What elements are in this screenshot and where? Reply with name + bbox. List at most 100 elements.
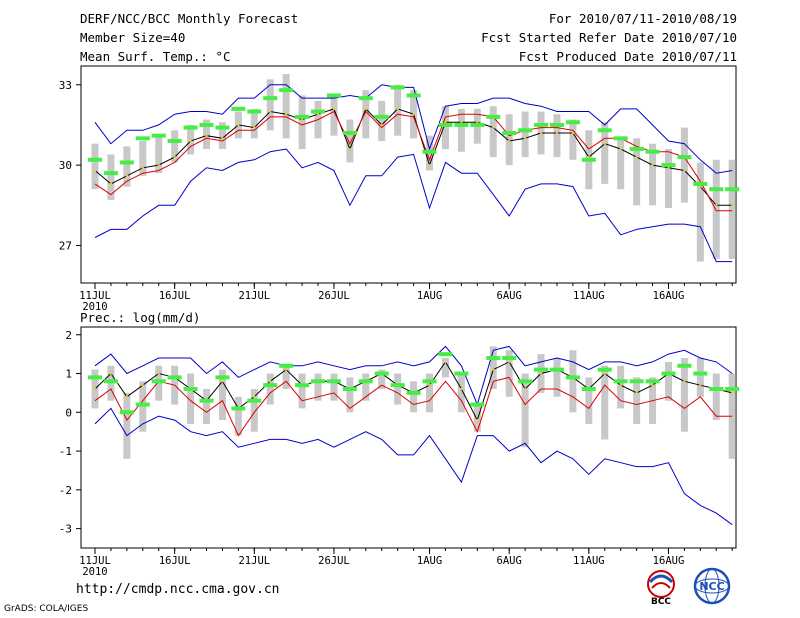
precip-marker [119,410,134,415]
precip-mean-point [109,372,112,375]
temp-mean-point [508,140,511,143]
precip-marker [549,367,564,372]
precip-marker [438,352,453,357]
precip-mean-point [285,368,288,371]
precip-range-box [123,392,131,459]
precip-marker [470,402,485,407]
temp-marker [597,128,612,133]
temp-marker [167,139,182,144]
temp-marker [677,155,692,160]
grads-credit: GrADS: COLA/IGES [4,604,89,614]
precip-marker [183,387,198,392]
precip-marker [199,398,214,403]
temp-marker [470,122,485,127]
temp-mean-point [269,110,272,113]
precip-mean-point [444,360,447,363]
bcc-logo: BCC [647,570,675,606]
ncc-logo: NCC [693,567,731,605]
temp-mean-point [699,185,702,188]
temp-range-box [649,143,657,206]
temp-marker [342,130,357,135]
precip-max-line [94,345,733,407]
precip-marker [661,371,676,376]
temp-mean-point [109,182,112,185]
precip-range-box [282,365,290,390]
temp-mean-point [555,131,558,134]
precip-range-box [489,346,497,390]
precip-range-box [633,377,641,424]
precip-range-box [585,377,593,424]
temp-range-box [91,143,99,190]
temp-range-box [569,119,577,160]
precip-marker [390,383,405,388]
temp-range-box [712,159,720,259]
temp-y-tick-label: 27 [59,239,72,252]
precip-y-tick-label: -2 [59,484,72,497]
precip-range-box [266,373,274,405]
precip-mean-point [269,380,272,383]
temp-x-tick-label: 11JUL [79,290,111,302]
precip-marker [486,356,501,361]
precip-marker [581,387,596,392]
temp-marker [438,122,453,127]
precip-marker [358,379,373,384]
temp-marker [326,93,341,98]
precip-range-box [712,373,720,421]
precip-range-box [250,389,258,432]
precip-marker [342,387,357,392]
temp-marker [581,157,596,162]
precip-range-box [601,365,609,440]
temp-mean-point [396,107,399,110]
temp-mean-point [332,107,335,110]
precip-range-box [521,373,529,448]
precip-marker [645,379,660,384]
temp-range-box [139,141,147,176]
precip-mean-point [699,384,702,387]
precip-mean-point [492,368,495,371]
temp-mean-point [571,131,574,134]
source-url[interactable]: http://cmdp.ncc.cma.gov.cn [76,582,280,597]
precip-marker [534,367,549,372]
temp-marker [103,171,118,176]
precip-mean-point [508,360,511,363]
temp-range-box [664,149,672,208]
precip-mean-point [460,388,463,391]
precip-range-box [473,404,481,432]
temp-range-box [330,95,338,136]
header-left: DERF/NCC/BCC Monthly Forecast Member Siz… [80,11,298,68]
temp-range-box [680,127,688,203]
temp-range-box [633,138,641,206]
precip-min-line [94,407,733,526]
temp-mean-point [125,174,128,177]
temp-marker [119,160,134,165]
precip-range-box [346,377,354,413]
forecast-started: Fcst Started Refer Date 2010/07/10 [481,30,737,45]
precip-marker [613,379,628,384]
precip-mean-point [635,391,638,394]
precip-plot-frame [80,326,737,549]
precip-marker [709,387,724,392]
ncc-logo-text: NCC [699,580,724,593]
temp-range-box [203,119,211,150]
temp-range-box [218,122,226,150]
precip-x-tick-label: 11JUL [79,555,111,567]
temp-marker [661,163,676,168]
temp-marker [613,136,628,141]
header-right: For 2010/07/11-2010/08/19 Fcst Started R… [481,11,737,68]
precip-range-box [664,361,672,401]
precip-mean-point [253,395,256,398]
precip-range-box [362,373,370,401]
precip-x-tick-label: 11AUG [573,555,605,567]
temp-y-tick-label: 30 [59,159,72,172]
temp-marker [199,122,214,127]
precip-range-box [426,373,434,413]
member-size: Member Size=40 [80,30,186,45]
precip-mean-point [141,384,144,387]
precip-marker [374,371,389,376]
precip-marker [454,371,469,376]
temp-mean-point [651,164,654,167]
precip-marker [88,375,102,380]
temp-range-box [696,162,704,262]
temp-range-box [394,84,402,136]
